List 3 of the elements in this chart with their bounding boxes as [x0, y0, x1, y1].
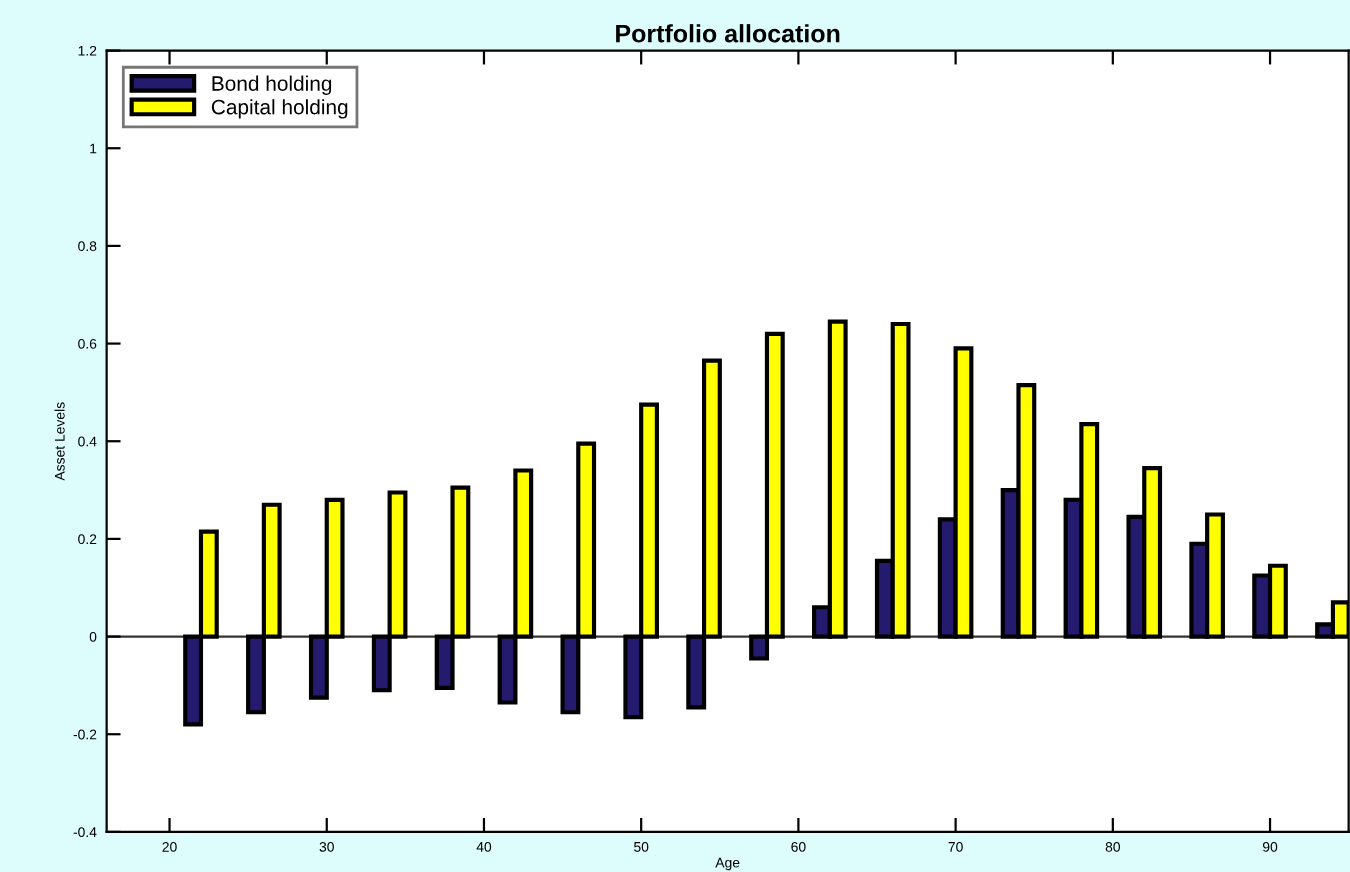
- legend-label: Bond holding: [212, 75, 332, 95]
- chart-title: Portfolio allocation: [616, 24, 840, 43]
- legend-label: Capital holding: [211, 99, 348, 119]
